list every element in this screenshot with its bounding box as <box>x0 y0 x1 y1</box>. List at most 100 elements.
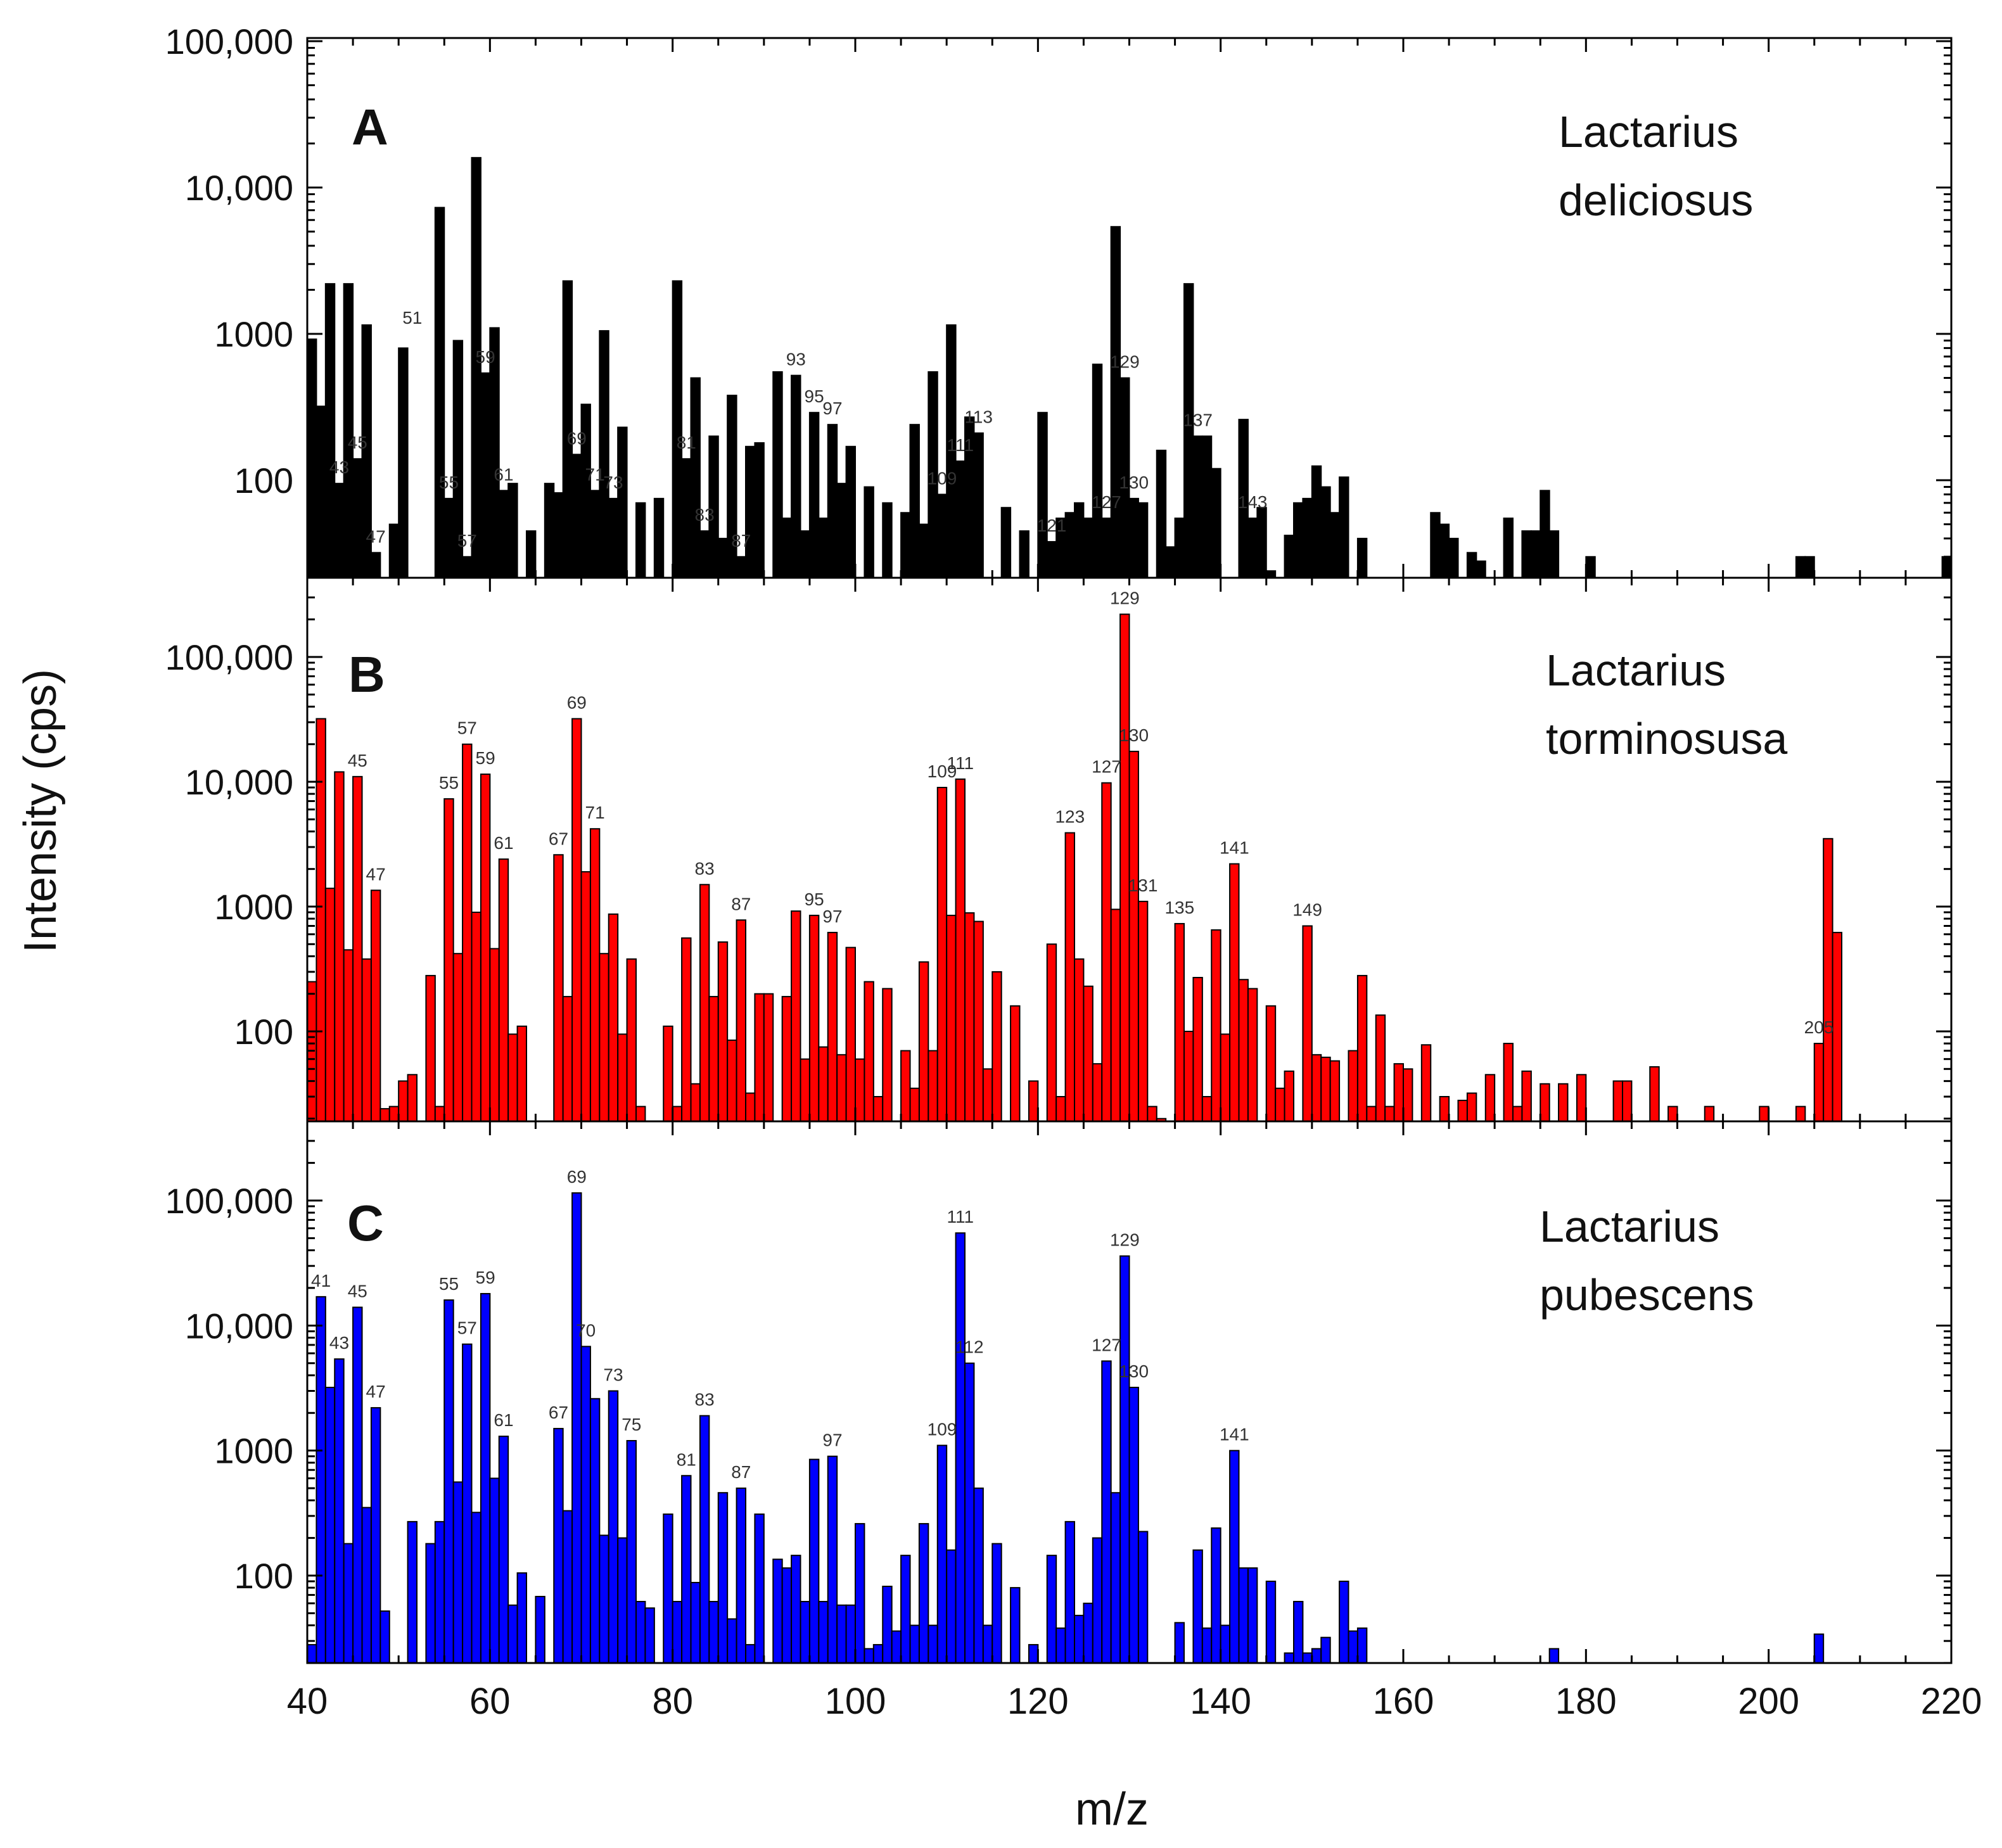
spectrum-bar <box>672 1600 683 1664</box>
peak-label: 121 <box>1037 516 1067 535</box>
spectrum-bar <box>918 961 929 1123</box>
spectrum-bar <box>1823 838 1833 1122</box>
species-epithet: pubescens <box>1540 1270 1754 1320</box>
spectrum-bar <box>1238 979 1249 1122</box>
spectrum-bar <box>1576 1074 1587 1122</box>
y-tick-label: 100 <box>234 1556 293 1596</box>
spectrum-bar <box>845 445 856 579</box>
spectrum-bar <box>498 1436 509 1664</box>
spectrum-bar <box>1192 435 1203 579</box>
spectrum-bar <box>425 1543 436 1664</box>
spectrum-bar <box>599 953 609 1122</box>
spectrum-bar <box>936 787 948 1122</box>
spectrum-bar <box>1229 863 1240 1123</box>
spectrum-bar <box>398 1080 409 1123</box>
spectrum-bar <box>571 718 582 1122</box>
spectrum-bar <box>1046 943 1057 1123</box>
spectrum-bar <box>745 1644 756 1664</box>
spectrum-bar <box>1293 1600 1304 1664</box>
spectrum-bar <box>480 372 491 578</box>
spectrum-bar <box>982 1068 993 1123</box>
spectrum-bar <box>1119 613 1130 1122</box>
spectrum-bar <box>443 1299 454 1664</box>
peak-label: 73 <box>603 473 623 492</box>
spectrum-bar <box>352 775 363 1122</box>
peak-label: 137 <box>1183 411 1213 430</box>
peak-label: 57 <box>457 718 477 738</box>
spectrum-bar <box>1083 1602 1093 1664</box>
spectrum-bar <box>681 1475 692 1664</box>
spectrum-bar <box>334 483 345 579</box>
spectrum-bar <box>1010 1005 1021 1123</box>
spectrum-bar <box>1448 537 1459 578</box>
peak-label: 45 <box>348 1282 367 1301</box>
spectrum-bar <box>343 1543 354 1664</box>
spectrum-bar <box>1211 468 1221 579</box>
spectrum-bar <box>343 949 354 1122</box>
spectrum-bar <box>1055 1627 1066 1664</box>
spectrum-bar <box>316 1296 326 1664</box>
peak-label: 61 <box>494 1410 513 1430</box>
spectrum-bar <box>1110 226 1121 578</box>
spectrum-bar <box>1512 1106 1523 1122</box>
y-tick-label: 100,000 <box>165 1181 293 1221</box>
spectrum-bar <box>872 1096 884 1123</box>
spectrum-bar <box>727 1618 737 1664</box>
spectrum-bar <box>1110 908 1121 1122</box>
spectrum-bar <box>589 1398 601 1664</box>
spectrum-bar <box>626 958 637 1123</box>
peak-label: 43 <box>329 1333 349 1353</box>
spectrum-bar <box>361 958 372 1123</box>
spectrum-bar <box>434 1520 445 1664</box>
spectrum-bar <box>1320 486 1331 578</box>
spectrum-bar <box>498 858 509 1122</box>
spectrum-bar <box>681 458 692 578</box>
spectrum-bar <box>1284 1070 1294 1123</box>
spectrum-bar <box>699 530 710 578</box>
peak-label: 47 <box>366 864 386 884</box>
spectrum-bar <box>498 490 509 578</box>
spectrum-bar <box>1302 1652 1313 1664</box>
spectrum-bar <box>1092 363 1103 579</box>
spectrum-bar <box>544 483 555 579</box>
spectrum-bar <box>699 884 710 1123</box>
spectrum-bar <box>918 1523 929 1664</box>
spectrum-bar <box>1211 1527 1221 1664</box>
spectrum-bar <box>324 283 336 578</box>
spectrum-bar <box>727 1039 737 1123</box>
spectrum-bar <box>507 483 518 579</box>
spectrum-bar <box>1667 1106 1678 1122</box>
spectrum-bar <box>589 828 601 1122</box>
spectrum-bar <box>462 1343 473 1664</box>
peak-label: 130 <box>1119 725 1149 745</box>
spectrum-bar <box>681 937 692 1122</box>
spectrum-bar <box>900 512 911 578</box>
peak-label: 130 <box>1119 1361 1149 1381</box>
spectrum-bar <box>1238 1567 1249 1664</box>
spectrum-bar <box>864 981 874 1122</box>
peak-label: 69 <box>567 428 587 448</box>
spectrum-bar <box>900 1050 911 1123</box>
spectrum-bar <box>1201 435 1213 579</box>
spectrum-bar <box>516 1025 528 1122</box>
spectrum-bar <box>736 919 746 1122</box>
spectrum-bar <box>1302 497 1313 578</box>
spectrum-bar <box>754 1513 765 1664</box>
spectrum-bar <box>754 442 765 579</box>
peak-label: 97 <box>822 398 842 418</box>
spectrum-bar <box>1622 1080 1633 1123</box>
spectrum-bar <box>754 993 765 1122</box>
spectrum-bar <box>791 1555 801 1664</box>
spectrum-bar <box>745 1092 756 1122</box>
y-tick-label: 10,000 <box>185 168 293 208</box>
spectrum-bar <box>352 1306 363 1664</box>
peak-label: 57 <box>457 1318 477 1338</box>
spectrum-bar <box>1028 1080 1039 1123</box>
spectrum-bar <box>1074 1614 1085 1664</box>
spectrum-bar <box>626 1440 637 1664</box>
spectrum-bar <box>717 941 729 1122</box>
peak-label: 95 <box>805 386 824 406</box>
spectrum-bar <box>388 523 400 578</box>
peak-label: 83 <box>695 1390 715 1410</box>
